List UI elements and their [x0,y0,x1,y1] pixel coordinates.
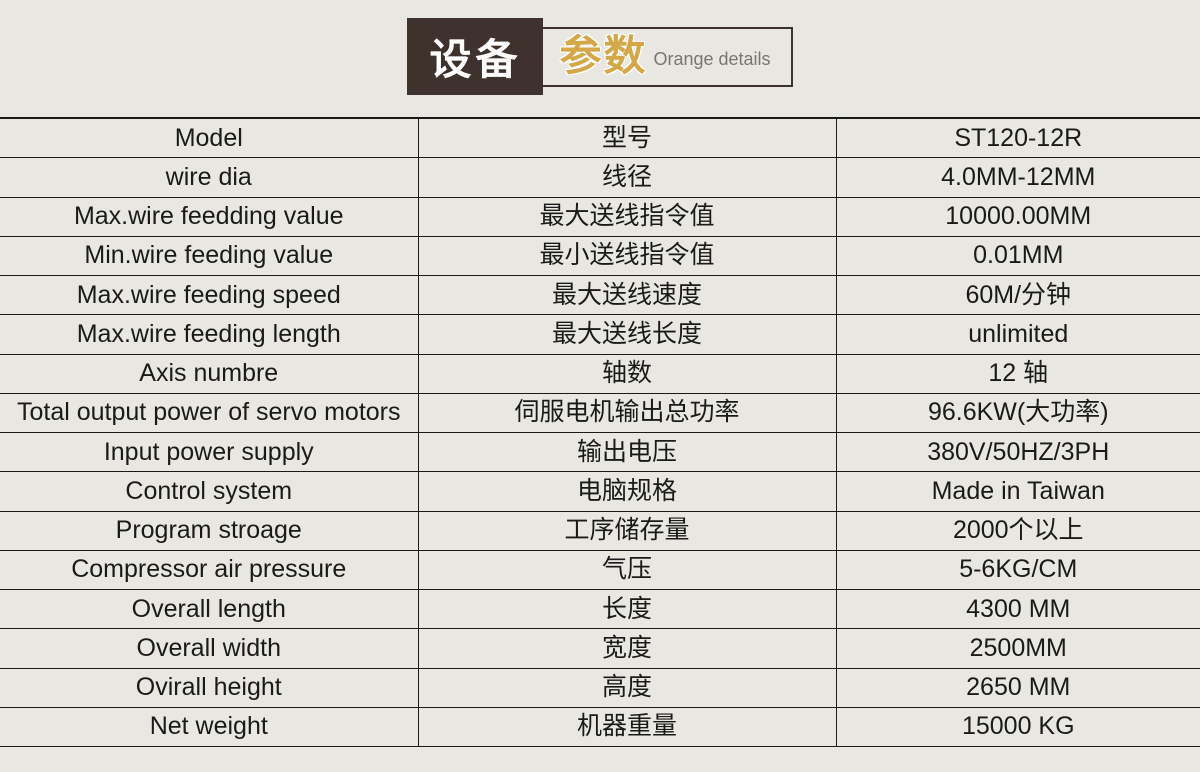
table-row: Ovirall height高度2650 MM [0,668,1200,707]
table-row: Net weight机器重量15000 KG [0,707,1200,746]
spec-value: 12 轴 [836,354,1200,393]
spec-label-cn: 最大送线指令值 [418,197,836,236]
spec-label-cn: 机器重量 [418,707,836,746]
subtitle-en: Orange details [653,43,770,70]
table-row: Min.wire feeding value最小送线指令值0.01MM [0,236,1200,275]
spec-label-en: Compressor air pressure [0,550,418,589]
table-row: Max.wire feedding value最大送线指令值10000.00MM [0,197,1200,236]
spec-label-en: Overall width [0,629,418,668]
spec-label-en: Ovirall height [0,668,418,707]
spec-label-cn: 轴数 [418,354,836,393]
table-row: Input power supply输出电压380V/50HZ/3PH [0,433,1200,472]
spec-value: ST120-12R [836,118,1200,158]
spec-label-cn: 长度 [418,590,836,629]
spec-label-en: Total output power of servo motors [0,393,418,432]
table-row: Compressor air pressure气压5-6KG/CM [0,550,1200,589]
spec-value: 2000个以上 [836,511,1200,550]
spec-label-en: Net weight [0,707,418,746]
spec-value: Made in Taiwan [836,472,1200,511]
spec-value: 2500MM [836,629,1200,668]
spec-label-en: Max.wire feedding value [0,197,418,236]
spec-label-cn: 最小送线指令值 [418,236,836,275]
spec-value: 4.0MM-12MM [836,158,1200,197]
spec-table: Model型号ST120-12Rwire dia线径4.0MM-12MMMax.… [0,117,1200,747]
spec-label-cn: 线径 [418,158,836,197]
spec-value: 10000.00MM [836,197,1200,236]
spec-label-en: Min.wire feeding value [0,236,418,275]
spec-label-cn: 工序储存量 [418,511,836,550]
table-row: wire dia线径4.0MM-12MM [0,158,1200,197]
spec-label-en: Axis numbre [0,354,418,393]
table-row: Total output power of servo motors伺服电机输出… [0,393,1200,432]
spec-label-en: Model [0,118,418,158]
page-header: 设备 参数 Orange details [0,0,1200,117]
table-row: Max.wire feeding speed最大送线速度60M/分钟 [0,276,1200,315]
spec-value: 96.6KW(大功率) [836,393,1200,432]
spec-value: 4300 MM [836,590,1200,629]
spec-label-cn: 最大送线速度 [418,276,836,315]
spec-value: 2650 MM [836,668,1200,707]
spec-value: 380V/50HZ/3PH [836,433,1200,472]
spec-label-cn: 宽度 [418,629,836,668]
spec-label-en: Control system [0,472,418,511]
spec-label-en: Max.wire feeding length [0,315,418,354]
spec-value: 60M/分钟 [836,276,1200,315]
subtitle-cn: 参数 [559,35,647,77]
spec-label-cn: 气压 [418,550,836,589]
spec-label-en: Program stroage [0,511,418,550]
table-row: Control system电脑规格Made in Taiwan [0,472,1200,511]
spec-value: 5-6KG/CM [836,550,1200,589]
spec-label-cn: 输出电压 [418,433,836,472]
table-row: Axis numbre轴数12 轴 [0,354,1200,393]
title-cn: 设备 [429,36,521,83]
spec-value: unlimited [836,315,1200,354]
spec-label-cn: 高度 [418,668,836,707]
table-row: Program stroage工序储存量2000个以上 [0,511,1200,550]
spec-label-cn: 型号 [418,118,836,158]
spec-label-en: Max.wire feeding speed [0,276,418,315]
spec-label-cn: 最大送线长度 [418,315,836,354]
spec-label-en: Input power supply [0,433,418,472]
table-row: Model型号ST120-12R [0,118,1200,158]
spec-label-cn: 伺服电机输出总功率 [418,393,836,432]
table-row: Overall width宽度2500MM [0,629,1200,668]
spec-label-cn: 电脑规格 [418,472,836,511]
subtitle-box: 参数 Orange details [543,27,792,87]
spec-label-en: wire dia [0,158,418,197]
table-row: Overall length长度4300 MM [0,590,1200,629]
spec-label-en: Overall length [0,590,418,629]
spec-value: 0.01MM [836,236,1200,275]
spec-value: 15000 KG [836,707,1200,746]
table-row: Max.wire feeding length最大送线长度unlimited [0,315,1200,354]
title-cn-box: 设备 [407,18,543,95]
